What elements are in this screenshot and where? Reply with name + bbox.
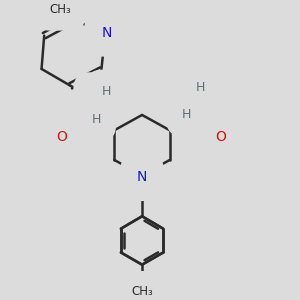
Text: H: H <box>92 113 101 126</box>
Text: O: O <box>215 130 226 144</box>
Text: H: H <box>196 82 206 94</box>
Polygon shape <box>100 128 115 132</box>
Text: CH₃: CH₃ <box>131 285 153 298</box>
Polygon shape <box>169 124 195 132</box>
Text: N: N <box>101 26 112 40</box>
Text: H: H <box>102 85 111 98</box>
Text: O: O <box>185 85 196 99</box>
Text: O: O <box>56 130 68 144</box>
Text: CH₃: CH₃ <box>49 4 71 16</box>
Text: H: H <box>182 108 191 121</box>
Text: N: N <box>137 170 147 184</box>
Text: N: N <box>90 89 101 103</box>
